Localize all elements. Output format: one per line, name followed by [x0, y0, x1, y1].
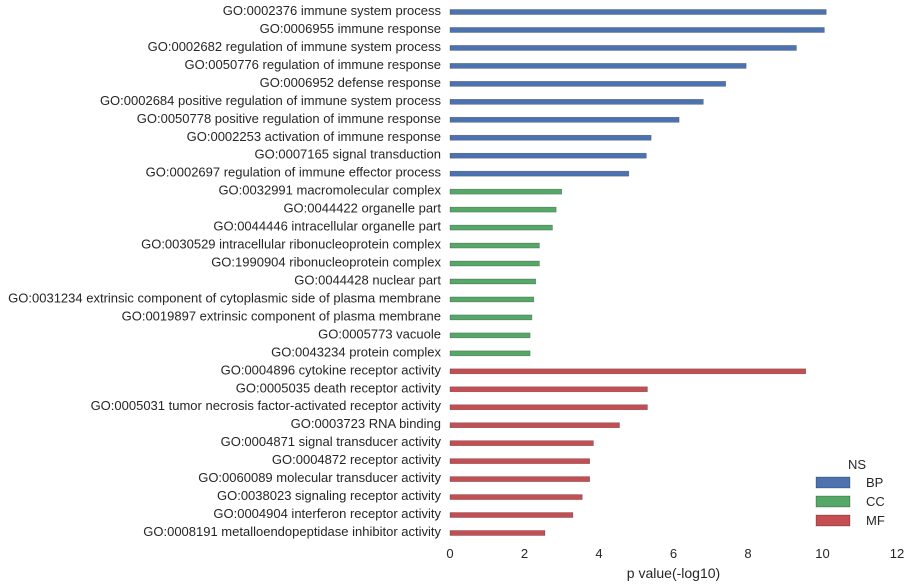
bar-mf	[449, 476, 590, 482]
category-label: GO:0030529 intracellular ribonucleoprote…	[141, 237, 441, 252]
category-label: GO:0044446 intracellular organelle part	[213, 219, 441, 234]
bar-cc	[449, 224, 553, 231]
category-label: GO:0004872 receptor activity	[272, 452, 442, 467]
legend-swatch-bp	[815, 476, 851, 489]
category-label: GO:0002682 regulation of immune system p…	[148, 39, 442, 54]
bar-cc	[449, 332, 531, 339]
category-label: GO:0032991 macromolecular complex	[218, 183, 441, 198]
bar-mf	[449, 404, 648, 411]
legend: NS BP CC MF	[815, 457, 885, 528]
category-label: GO:0004904 interferon receptor activity	[213, 506, 441, 521]
bars-layer	[449, 9, 827, 536]
category-label: GO:0044422 organelle part	[283, 201, 441, 216]
x-tick-label: 2	[521, 546, 528, 561]
category-label: GO:0005773 vacuole	[318, 326, 441, 341]
bar-bp	[449, 81, 726, 87]
bar-cc	[449, 188, 563, 195]
bar-mf	[449, 512, 574, 518]
category-label: GO:0043234 protein complex	[271, 344, 441, 359]
category-label: GO:0005031 tumor necrosis factor-activat…	[91, 398, 442, 413]
category-label: GO:0050776 regulation of immune response	[184, 57, 441, 72]
legend-swatch-mf	[815, 514, 851, 527]
category-label: GO:0004896 cytokine receptor activity	[221, 362, 442, 377]
legend-swatch-cc	[815, 495, 851, 508]
x-tick-label: 0	[446, 546, 453, 561]
x-tick-label: 12	[890, 546, 904, 561]
category-label: GO:0050778 positive regulation of immune…	[137, 111, 441, 126]
bar-mf	[449, 494, 583, 500]
bar-mf	[449, 368, 807, 375]
bar-bp	[449, 152, 647, 159]
legend-title: NS	[848, 457, 866, 472]
bar-cc	[449, 296, 535, 303]
category-label: GO:0002376 immune system process	[223, 3, 442, 18]
bar-bp	[449, 116, 680, 123]
category-label: GO:0002684 positive regulation of immune…	[100, 93, 442, 108]
bar-bp	[449, 99, 704, 105]
bar-bp	[449, 170, 630, 177]
bar-bp	[449, 63, 747, 69]
category-label: GO:0006952 defense response	[260, 75, 441, 90]
x-tick-label: 10	[815, 546, 829, 561]
x-tick-label: 4	[595, 546, 602, 561]
bar-bp	[449, 134, 652, 141]
x-tick-label: 8	[744, 546, 751, 561]
legend-entry-label: BP	[866, 475, 883, 490]
x-axis-label: p value(-log10)	[627, 565, 720, 581]
category-label: GO:0019897 extrinsic component of plasma…	[122, 308, 441, 323]
category-label: GO:0004871 signal transducer activity	[221, 434, 442, 449]
bar-bp	[449, 27, 825, 33]
category-label: GO:0003723 RNA binding	[291, 416, 441, 431]
bar-bp	[449, 9, 827, 15]
bar-mf	[449, 440, 594, 446]
category-label: GO:0007165 signal transduction	[255, 147, 441, 162]
category-label: GO:0006955 immune response	[260, 21, 441, 36]
bar-mf	[449, 458, 590, 464]
bar-cc	[449, 350, 531, 357]
bar-cc	[449, 206, 557, 213]
category-label: GO:0044428 nuclear part	[294, 272, 441, 287]
category-label: GO:1990904 ribonucleoprotein complex	[211, 255, 441, 270]
bar-cc	[449, 314, 533, 321]
legend-entry-label: CC	[866, 494, 885, 509]
bar-mf	[449, 386, 648, 393]
bar-cc	[449, 242, 540, 249]
legend-entries: BP CC MF	[815, 475, 885, 528]
category-label: GO:0038023 signaling receptor activity	[217, 488, 442, 503]
bar-bp	[449, 45, 797, 51]
category-label: GO:0005035 death receptor activity	[236, 380, 442, 395]
category-label: GO:0031234 extrinsic component of cytopl…	[8, 290, 441, 305]
category-label: GO:0008191 metalloendopeptidase inhibito…	[143, 524, 441, 539]
bar-mf	[449, 422, 620, 429]
x-axis-ticks: 0 2 4 6 8 10 12	[446, 546, 904, 561]
legend-entry-label: MF	[866, 513, 885, 528]
bar-mf	[449, 530, 546, 536]
bar-cc	[449, 260, 540, 267]
category-labels: GO:0002376 immune system process GO:00069…	[8, 3, 441, 539]
category-label: GO:0002697 regulation of immune effector…	[146, 165, 442, 180]
category-label: GO:0060089 molecular transducer activity	[198, 470, 441, 485]
bar-cc	[449, 278, 536, 285]
category-label: GO:0002253 activation of immune response	[187, 129, 441, 144]
x-tick-label: 6	[670, 546, 677, 561]
